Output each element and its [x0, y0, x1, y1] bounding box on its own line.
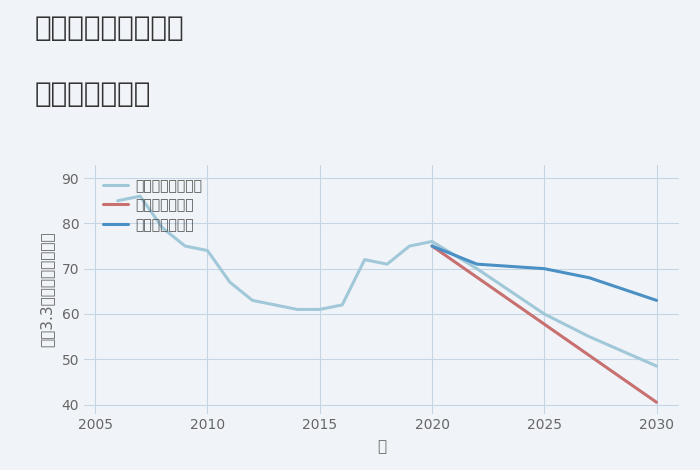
ノーマルシナリオ — [113, 198, 122, 204]
Text: 神奈川県新子安駅の: 神奈川県新子安駅の — [35, 14, 185, 42]
ノーマルシナリオ — [405, 243, 414, 249]
ノーマルシナリオ — [271, 302, 279, 308]
ノーマルシナリオ — [473, 266, 481, 272]
ノーマルシナリオ — [293, 306, 302, 312]
ノーマルシナリオ — [652, 363, 661, 369]
バッドシナリオ — [428, 243, 436, 249]
X-axis label: 年: 年 — [377, 439, 386, 454]
Text: 土地の価格推移: 土地の価格推移 — [35, 80, 151, 108]
ノーマルシナリオ — [203, 248, 211, 253]
ノーマルシナリオ — [158, 225, 167, 231]
ノーマルシナリオ — [316, 306, 324, 312]
ノーマルシナリオ — [181, 243, 189, 249]
ノーマルシナリオ — [338, 302, 346, 308]
ノーマルシナリオ — [383, 261, 391, 267]
グッドシナリオ — [473, 261, 481, 267]
Legend: ノーマルシナリオ, バッドシナリオ, グッドシナリオ: ノーマルシナリオ, バッドシナリオ, グッドシナリオ — [103, 179, 202, 232]
グッドシナリオ — [585, 275, 594, 281]
ノーマルシナリオ — [225, 280, 234, 285]
Line: グッドシナリオ: グッドシナリオ — [432, 246, 657, 300]
ノーマルシナリオ — [136, 193, 144, 199]
グッドシナリオ — [428, 243, 436, 249]
ノーマルシナリオ — [248, 298, 257, 303]
Line: バッドシナリオ: バッドシナリオ — [432, 246, 657, 402]
ノーマルシナリオ — [585, 334, 594, 339]
グッドシナリオ — [652, 298, 661, 303]
バッドシナリオ — [652, 400, 661, 405]
グッドシナリオ — [540, 266, 549, 272]
Y-axis label: 坪（3.3㎡）単価（万円）: 坪（3.3㎡）単価（万円） — [40, 231, 55, 347]
Line: ノーマルシナリオ: ノーマルシナリオ — [118, 196, 657, 366]
ノーマルシナリオ — [360, 257, 369, 262]
ノーマルシナリオ — [428, 239, 436, 244]
ノーマルシナリオ — [540, 311, 549, 317]
